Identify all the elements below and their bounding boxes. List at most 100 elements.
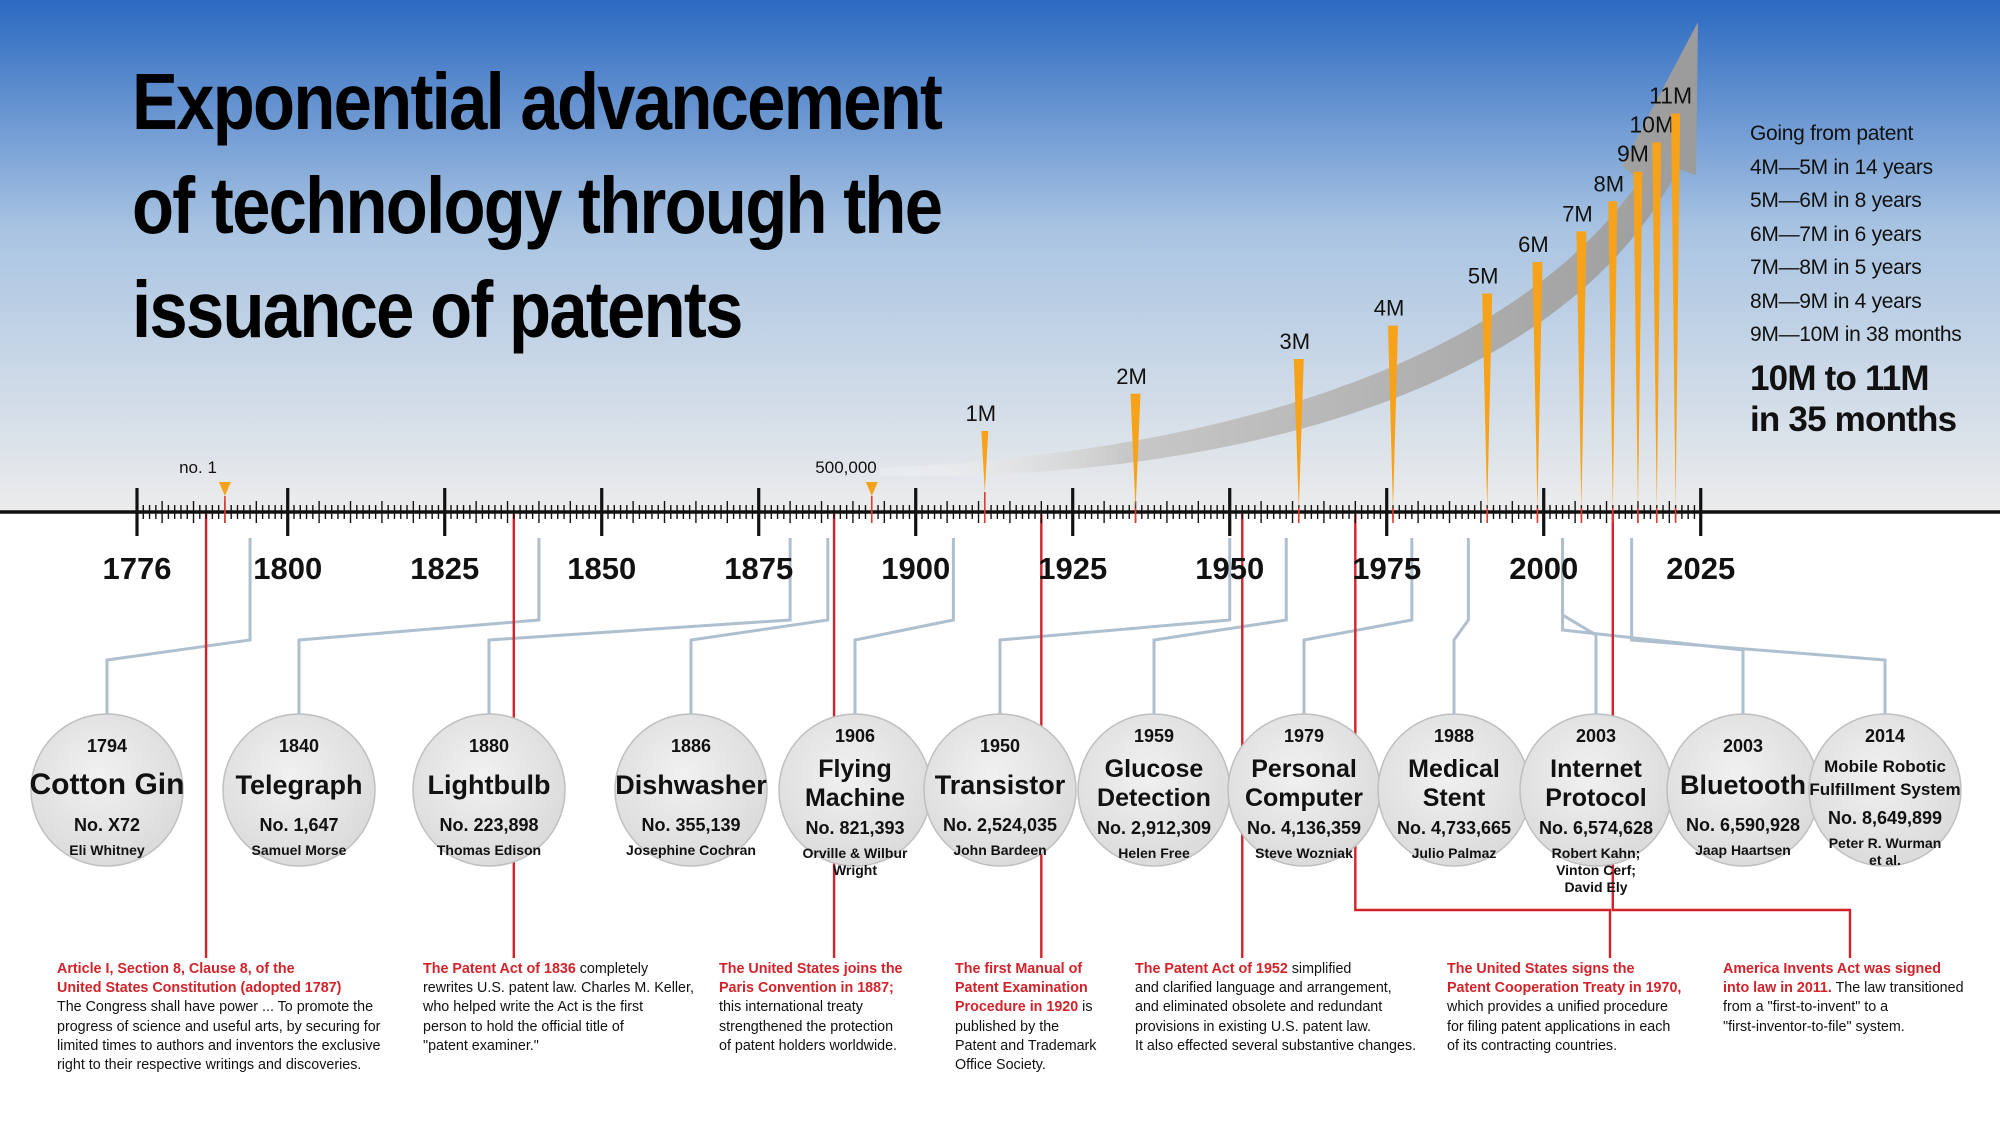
note-text: for filing patent applications in each [1447, 1018, 1671, 1035]
invention-circle [614, 713, 768, 867]
note-lead: Patent Cooperation Treaty in 1970, [1447, 980, 1682, 997]
milestone-spike [1633, 171, 1643, 510]
title-line-2: of technology through the [132, 161, 943, 250]
invention-patent-number: No. X72 [74, 815, 140, 835]
law-note-1920: The first Manual of Patent Examination P… [955, 960, 1096, 1075]
stats-intro: Going from patent [1750, 122, 1913, 145]
invention-card: 2014 Mobile Robotic Fulfillment System No. … [1808, 713, 1962, 868]
axis-year-label: 1825 [410, 551, 479, 586]
milestone-label: 1M [966, 401, 997, 426]
milestone-spike [981, 431, 989, 492]
law-note-2011: America Invents Act was signed into law … [1723, 960, 1964, 1037]
invention-year: 1886 [671, 736, 711, 756]
axis-year-label: 1850 [567, 551, 636, 586]
note-text: progress of science and useful arts, by … [57, 1018, 381, 1035]
invention-name: Lightbulb [428, 770, 551, 800]
title-line-3: issuance of patents [132, 265, 743, 354]
milestone-label: 6M [1518, 232, 1549, 257]
stats-row: 6M—7M in 6 years [1750, 222, 1922, 246]
invention-inventor: Helen Free [1118, 845, 1190, 861]
axis-year-label: 1950 [1195, 551, 1264, 586]
note-text: "first-inventor-to-file" system. [1723, 1018, 1905, 1035]
invention-name: Cotton Gin [30, 768, 185, 801]
law-event-line [1611, 514, 1852, 958]
invention-patent-number: No. 821,393 [805, 818, 904, 838]
note-text: who helped write the Act is the first [423, 999, 644, 1016]
connector-line [297, 538, 541, 714]
note-text: limited times to authors and inventors t… [57, 1037, 381, 1054]
invention-name: Mobile Robotic [1824, 757, 1946, 776]
invention-inventor: David Ely [1564, 879, 1627, 895]
axis-year-label: 1800 [253, 551, 322, 586]
connector-line [1302, 538, 1414, 714]
note-text: of patent holders worldwide. [719, 1037, 898, 1054]
milestone-marker [865, 482, 878, 496]
note-text: It also effected several substantive cha… [1135, 1037, 1417, 1054]
law-note-1887: The United States joins the Paris Conven… [719, 960, 903, 1056]
invention-year: 1906 [835, 726, 875, 746]
invention-inventor: Thomas Edison [437, 842, 541, 858]
invention-inventor: Peter R. Wurman [1829, 835, 1942, 851]
invention-name: Fulfillment System [1809, 780, 1960, 799]
invention-inventor: Eli Whitney [69, 842, 145, 858]
invention-patent-number: No. 6,590,928 [1686, 815, 1800, 835]
invention-inventor: Julio Palmaz [1412, 845, 1497, 861]
connector-line [1561, 538, 1745, 714]
note-text: of its contracting countries. [1447, 1037, 1618, 1054]
invention-name: Detection [1097, 784, 1211, 812]
invention-circles: 1794 Cotton Gin No. X72 Eli Whitney 1840 Tele… [30, 713, 1962, 895]
invention-year: 1979 [1284, 726, 1324, 746]
milestone-spike [1576, 231, 1587, 511]
note-text: rewrites U.S. patent law. Charles M. Kel… [423, 980, 694, 997]
milestone-spike [1608, 201, 1618, 510]
note-lead: America Invents Act was signed [1723, 961, 1941, 977]
invention-card: 1840 Telegraph No. 1,647 Samuel Morse [222, 713, 376, 867]
milestone-label: 5M [1468, 263, 1499, 288]
axis-year-label: 2025 [1666, 551, 1735, 586]
invention-patent-number: No. 355,139 [641, 815, 740, 835]
note-text: is [1078, 999, 1093, 1016]
note-text: Patent and Trademark [955, 1037, 1097, 1054]
milestone-spike [1482, 293, 1493, 510]
invention-year: 1988 [1434, 726, 1474, 746]
invention-inventor: Josephine Cochran [626, 842, 756, 858]
note-text: "patent examiner." [423, 1037, 539, 1054]
invention-year: 1950 [980, 736, 1020, 756]
note-text: strengthened the protection [719, 1018, 894, 1035]
invention-name: Glucose [1105, 755, 1204, 783]
title-line-1: Exponential advancement [132, 57, 943, 146]
invention-patent-number: No. 2,524,035 [943, 815, 1057, 835]
note-text: published by the [955, 1018, 1060, 1035]
invention-year: 2014 [1865, 726, 1905, 746]
connector-line [689, 538, 830, 714]
law-event-line [1354, 514, 1612, 958]
milestone-label: 9M [1617, 141, 1649, 167]
invention-name: Bluetooth [1680, 770, 1806, 800]
invention-inventor: Vinton Cerf; [1556, 862, 1636, 878]
invention-name: Protocol [1545, 784, 1646, 812]
invention-name: Personal [1251, 755, 1357, 783]
axis-year-label: 1900 [881, 551, 950, 586]
note-text: simplified [1287, 961, 1352, 977]
invention-name: Dishwasher [615, 770, 767, 800]
note-text: and clarified language and arrangement, [1135, 980, 1392, 997]
connector-line [105, 538, 252, 714]
invention-inventor: Jaap Haartsen [1695, 842, 1791, 858]
note-lead: The United States joins the [719, 961, 903, 977]
invention-inventor: Orville & Wilbur [803, 845, 908, 861]
note-text: from a "first-to-invent" to a [1723, 999, 1889, 1016]
invention-card: 1886 Dishwasher No. 355,139 Josephine Cochr… [614, 713, 768, 867]
note-lead: The first Manual of [955, 961, 1083, 977]
invention-card: 1880 Lightbulb No. 223,898 Thomas Edison [412, 713, 566, 867]
milestone-label: 4M [1374, 296, 1405, 321]
note-text: this international treaty [719, 999, 863, 1016]
note-text: Office Society. [955, 1057, 1046, 1074]
invention-name: Transistor [935, 770, 1066, 800]
milestone-label: 7M [1562, 201, 1593, 226]
note-text: right to their respective writings and d… [57, 1057, 362, 1074]
